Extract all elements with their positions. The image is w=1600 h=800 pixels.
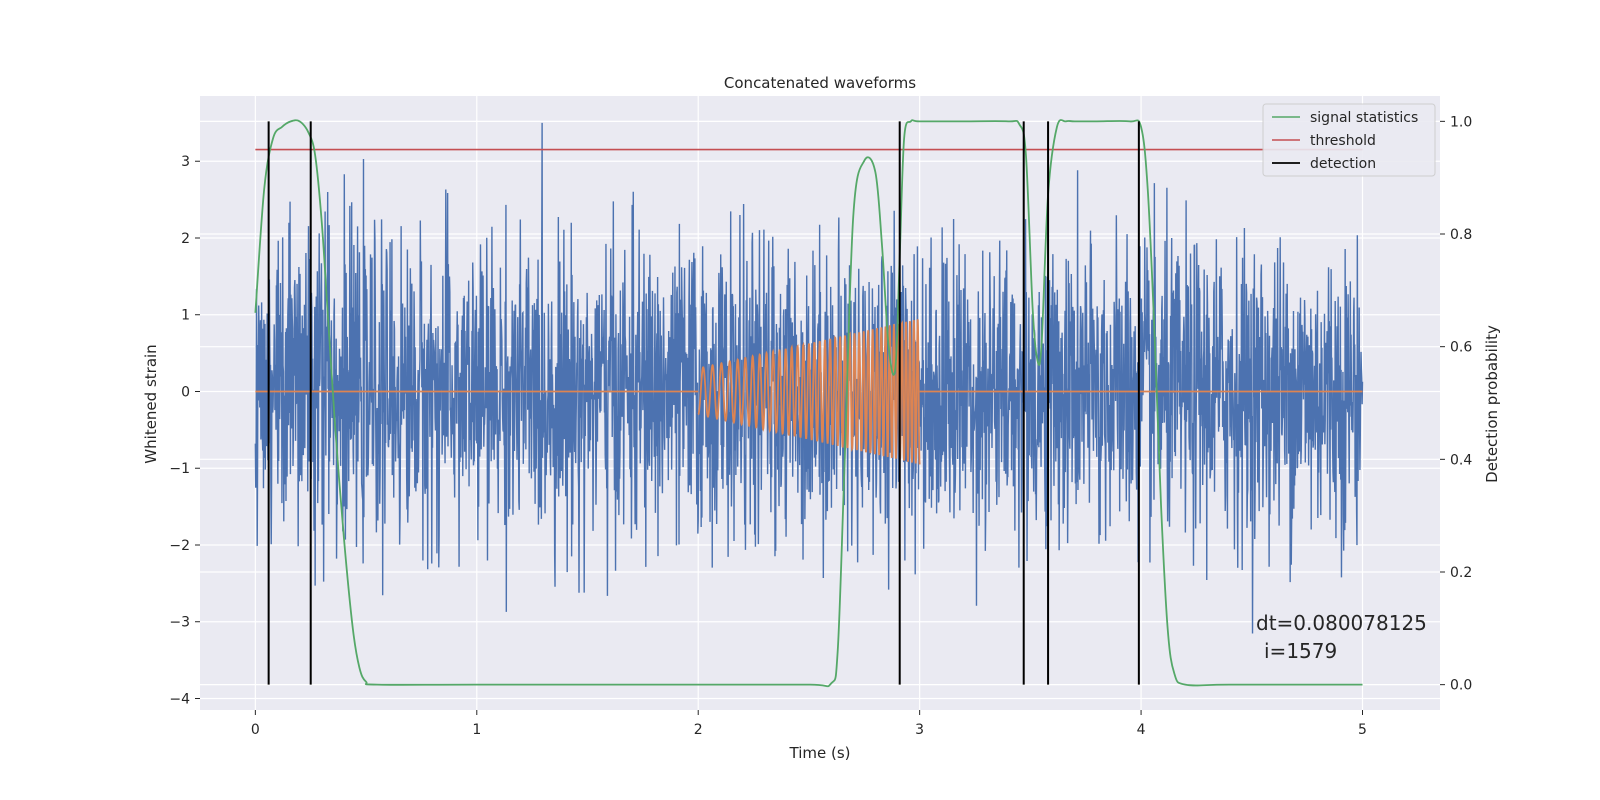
y-right-tick-label-2: 0.4 xyxy=(1450,452,1472,468)
x-tick-label-1: 1 xyxy=(472,722,481,738)
y-right-tick-label-1: 0.2 xyxy=(1450,565,1472,581)
legend-label-signal: signal statistics xyxy=(1310,110,1418,126)
y-tick-label-2: −2 xyxy=(169,538,190,554)
y-right-tick-label-0: 0.0 xyxy=(1450,678,1472,694)
y-tick-label-0: −4 xyxy=(169,691,190,707)
y-tick-label-7: 3 xyxy=(181,154,190,170)
legend-label-threshold: threshold xyxy=(1310,133,1376,149)
y-right-axis-label: Detection probability xyxy=(1483,325,1501,483)
annotation-i: i=1579 xyxy=(1264,639,1337,663)
y-tick-label-5: 1 xyxy=(181,308,190,324)
y-tick-label-6: 2 xyxy=(181,231,190,247)
series-strain xyxy=(254,122,1364,634)
y-tick-label-1: −3 xyxy=(169,615,190,631)
y-right-tick-label-5: 1.0 xyxy=(1450,114,1472,130)
chart-title: Concatenated waveforms xyxy=(724,74,916,92)
y-tick-label-4: 0 xyxy=(181,384,190,400)
series-injection-chirp xyxy=(697,319,921,465)
legend-box xyxy=(1262,103,1436,177)
x-tick-label-5: 5 xyxy=(1358,722,1367,738)
x-tick-label-2: 2 xyxy=(694,722,703,738)
x-tick-label-4: 4 xyxy=(1137,722,1146,738)
data-layer xyxy=(254,119,1364,688)
x-tick-label-0: 0 xyxy=(251,722,260,738)
legend-label-detection: detection xyxy=(1310,156,1376,172)
y-axis-label: Whitened strain xyxy=(142,344,160,463)
y-right-tick-label-3: 0.6 xyxy=(1450,340,1472,356)
annotation-dt: dt=0.080078125 xyxy=(1256,611,1427,635)
y-tick-label-3: −1 xyxy=(169,461,190,477)
x-tick-label-3: 3 xyxy=(915,722,924,738)
series-signal-statistics xyxy=(254,119,1363,688)
y-right-tick-label-4: 0.8 xyxy=(1450,227,1472,243)
x-axis-label: Time (s) xyxy=(789,744,851,762)
legend: signal statistics threshold detection xyxy=(1262,103,1436,177)
ticks-layer: 0 1 2 3 4 5 −4 −3 −2 −1 0 1 2 3 0.0 0.2 0.4 0.6 0.8 1.0 xyxy=(169,114,1472,738)
